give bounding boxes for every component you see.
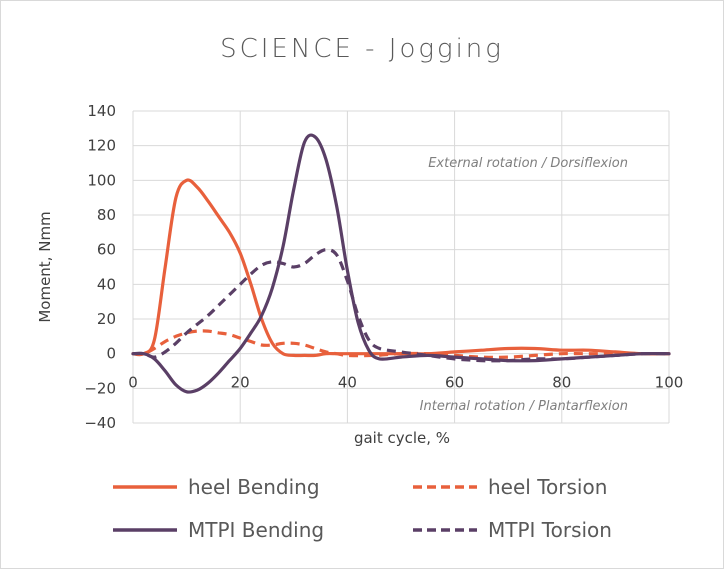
annotation-internal-rotation: Internal rotation / Plantarflexion xyxy=(420,399,628,414)
x-tick-label: 100 xyxy=(655,374,684,392)
legend-label-mtpi-torsion: MTPI Torsion xyxy=(488,518,612,542)
legend-item-heel-torsion: heel Torsion xyxy=(413,475,607,499)
y-tick-label: −20 xyxy=(84,379,116,397)
x-tick-label: 0 xyxy=(128,374,138,392)
x-tick-labels: 0 20 40 60 80 100 xyxy=(128,374,683,392)
y-tick-label: 60 xyxy=(97,241,116,259)
x-tick-label: 80 xyxy=(552,374,571,392)
y-tick-labels: −40 −20 0 20 40 60 80 100 120 140 xyxy=(84,102,116,432)
y-tick-label: 140 xyxy=(87,102,116,120)
x-tick-label: 60 xyxy=(445,374,464,392)
x-tick-label: 20 xyxy=(231,374,250,392)
y-tick-label: −40 xyxy=(84,414,116,432)
y-tick-label: 80 xyxy=(97,206,116,224)
annotation-external-rotation: External rotation / Dorsiflexion xyxy=(428,156,628,171)
legend-item-mtpi-bending: MTPI Bending xyxy=(113,518,324,542)
legend-item-heel-bending: heel Bending xyxy=(113,475,320,499)
series-line-heel-bending xyxy=(131,178,671,358)
x-axis-label: gait cycle, % xyxy=(354,429,450,447)
y-axis-label: Moment, Nmm xyxy=(36,211,54,322)
gridlines xyxy=(132,110,670,424)
legend-item-mtpi-torsion: MTPI Torsion xyxy=(413,518,612,542)
series-line-mtpi-torsion xyxy=(132,248,670,363)
legend-label-heel-bending: heel Bending xyxy=(188,475,320,499)
y-tick-label: 0 xyxy=(106,345,116,363)
y-tick-label: 120 xyxy=(87,137,116,155)
chart-title: SCIENCE - Jogging xyxy=(220,34,504,64)
y-tick-label: 40 xyxy=(97,275,116,293)
y-tick-label: 100 xyxy=(87,171,116,189)
x-tick-label: 40 xyxy=(338,374,357,392)
y-tick-label: 20 xyxy=(97,310,116,328)
legend: heel Bending heel Torsion MTPI Bending M… xyxy=(113,475,612,542)
series-lines xyxy=(131,133,671,394)
legend-label-heel-torsion: heel Torsion xyxy=(488,475,607,499)
legend-label-mtpi-bending: MTPI Bending xyxy=(188,518,324,542)
